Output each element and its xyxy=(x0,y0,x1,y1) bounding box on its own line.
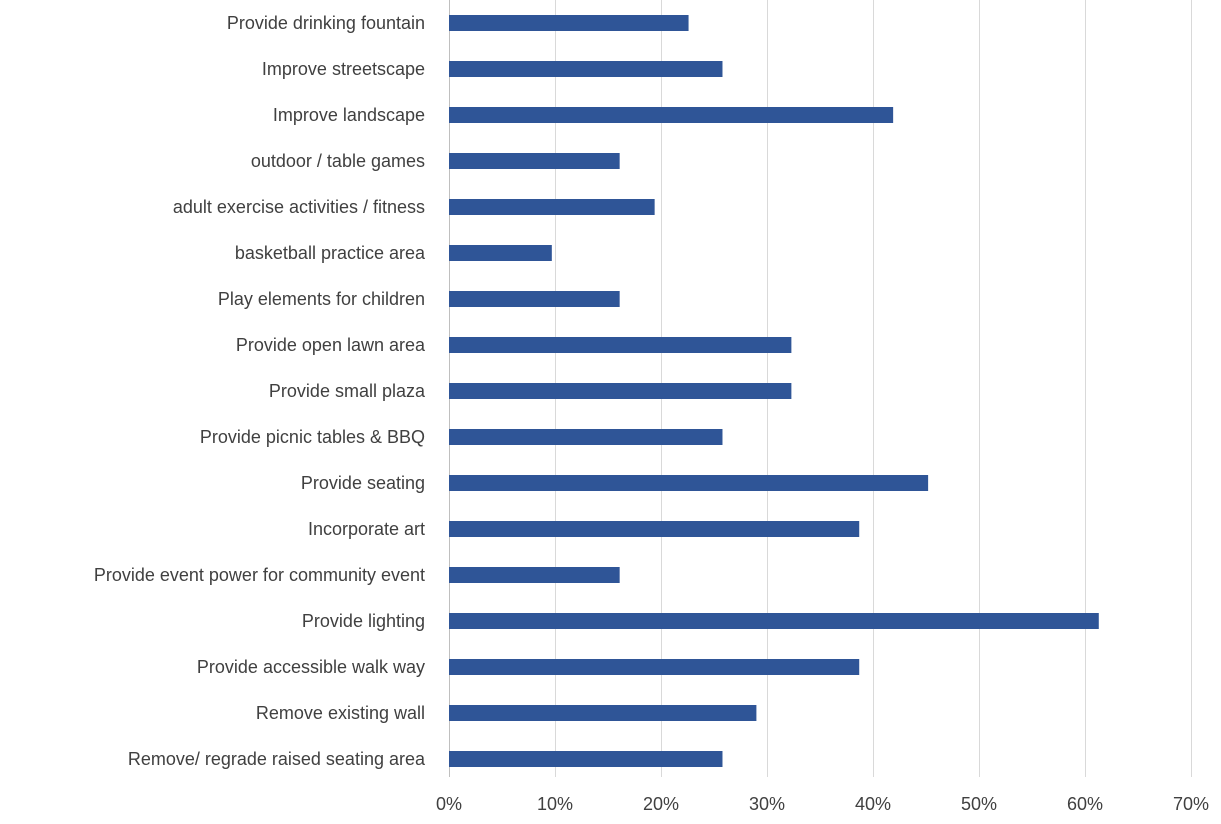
bar xyxy=(449,567,620,583)
category-label: Provide picnic tables & BBQ xyxy=(200,427,425,447)
bar xyxy=(449,475,929,491)
category-label: Provide lighting xyxy=(302,611,425,631)
bar xyxy=(449,705,757,721)
category-label: Provide open lawn area xyxy=(236,335,426,355)
category-label: adult exercise activities / fitness xyxy=(173,197,425,217)
x-tick-label: 40% xyxy=(855,794,891,814)
x-tick-label: 20% xyxy=(643,794,679,814)
category-label: Provide event power for community event xyxy=(94,565,425,585)
bar xyxy=(449,61,723,77)
category-labels: Provide drinking fountain Improve streets… xyxy=(94,13,426,769)
bar xyxy=(449,337,792,353)
category-label: Remove/ regrade raised seating area xyxy=(128,749,426,769)
x-tick-label: 60% xyxy=(1067,794,1103,814)
category-label: Provide accessible walk way xyxy=(197,657,425,677)
category-label: Play elements for children xyxy=(218,289,425,309)
bar xyxy=(449,613,1099,629)
category-label: Improve streetscape xyxy=(262,59,425,79)
bar xyxy=(449,245,552,261)
x-tick-label: 50% xyxy=(961,794,997,814)
bar xyxy=(449,15,689,31)
bar xyxy=(449,751,723,767)
bars xyxy=(449,15,1099,767)
bar xyxy=(449,291,620,307)
x-axis-tick-labels: 0% 10% 20% 30% 40% 50% 60% 70% xyxy=(436,794,1209,814)
bar xyxy=(449,153,620,169)
x-tick-label: 70% xyxy=(1173,794,1209,814)
category-label: Provide small plaza xyxy=(269,381,426,401)
x-tick-label: 10% xyxy=(537,794,573,814)
bar xyxy=(449,199,655,215)
category-label: Provide seating xyxy=(301,473,425,493)
category-label: outdoor / table games xyxy=(251,151,425,171)
bar xyxy=(449,383,792,399)
bar xyxy=(449,429,723,445)
x-tick-label: 30% xyxy=(749,794,785,814)
category-label: basketball practice area xyxy=(235,243,426,263)
bar xyxy=(449,521,860,537)
bar xyxy=(449,659,860,675)
x-tick-label: 0% xyxy=(436,794,462,814)
category-label: Improve landscape xyxy=(273,105,425,125)
bar xyxy=(449,107,894,123)
category-label: Remove existing wall xyxy=(256,703,425,723)
category-label: Incorporate art xyxy=(308,519,425,539)
category-label: Provide drinking fountain xyxy=(227,13,425,33)
